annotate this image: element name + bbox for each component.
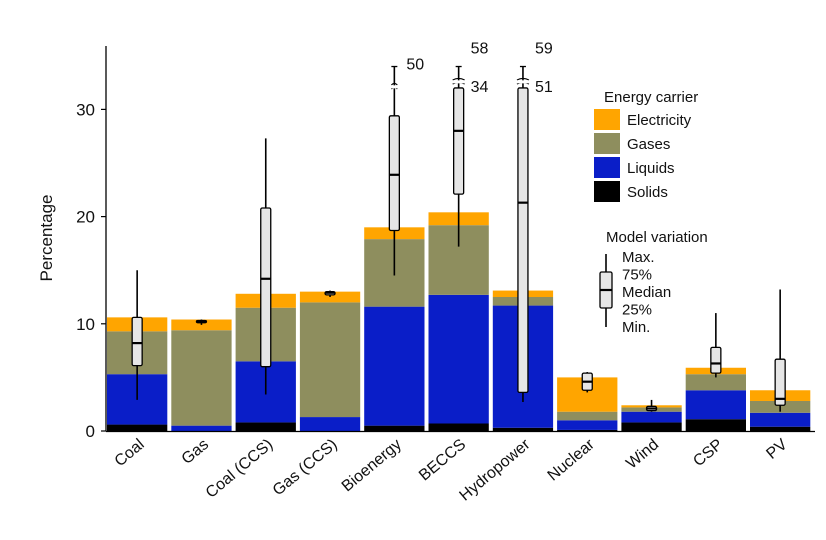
bar-segment-liquids	[621, 411, 682, 423]
box-legend-title: Model variation	[606, 229, 708, 246]
axis-break-gap	[515, 80, 530, 84]
bar-segment-solids	[428, 423, 489, 431]
x-tick-label: Gas	[179, 436, 212, 468]
legend-swatch-electricity	[594, 109, 620, 130]
x-tick-label: Coal (CCS)	[203, 436, 277, 502]
bar-segment-gases	[557, 411, 618, 421]
bar-segment-liquids	[364, 306, 425, 426]
iqr-box	[388, 115, 401, 232]
bar-segment-gases	[685, 374, 746, 391]
x-tick-label: Coal	[112, 436, 148, 470]
axes: Percentage	[37, 46, 107, 431]
box-legend-label: Median	[622, 284, 671, 301]
bar-segment-liquids	[750, 412, 811, 427]
bar-segment-liquids	[171, 425, 232, 431]
max-value-label: 59	[535, 41, 553, 58]
legend: Energy carrier Electricity Gases Liquids So…	[594, 89, 698, 202]
iqr-box	[131, 316, 143, 367]
bar-segment-solids	[685, 419, 746, 431]
box-legend-label: 75%	[622, 267, 652, 284]
x-tick-label: PV	[763, 436, 791, 463]
legend-label-solids: Solids	[627, 184, 668, 201]
y-tick-label: 30	[76, 100, 95, 119]
bar-segment-gases	[171, 330, 232, 426]
x-tick-label: Nuclear	[545, 436, 599, 485]
axis-break-gap	[451, 80, 466, 84]
bar-segment-solids	[621, 422, 682, 431]
x-tick-label: Gas (CCS)	[270, 436, 341, 499]
x-tick-label: Wind	[623, 436, 662, 472]
bar-segment-solids	[235, 422, 296, 431]
bar-segment-solids	[750, 426, 811, 431]
legend-swatch-gases	[594, 133, 620, 154]
legend-label-electricity: Electricity	[627, 112, 692, 129]
x-tick-label: Hydropower	[457, 436, 535, 505]
legend-swatch-liquids	[594, 157, 620, 178]
x-tick-label: CSP	[690, 436, 726, 470]
box-legend-glyph	[599, 254, 613, 327]
legend-label-liquids: Liquids	[627, 160, 675, 177]
max-value-label: 58	[471, 41, 489, 58]
q75-value-label: 34	[471, 79, 489, 96]
bar-segment-liquids	[299, 417, 361, 431]
bar-segment-solids	[557, 429, 618, 431]
y-tick-label: 10	[76, 315, 95, 334]
y-tick-label: 20	[76, 208, 95, 227]
bars	[106, 212, 815, 433]
axis-break-gap	[390, 85, 399, 89]
q75-value-label: 51	[535, 79, 553, 96]
iqr-box	[260, 207, 272, 368]
box-legend-label: Max.	[622, 249, 655, 266]
bar-segment-solids	[492, 427, 554, 431]
x-tick-label: BECCS	[416, 436, 469, 484]
bar-segment-liquids	[428, 294, 489, 424]
y-tick-label: 0	[86, 422, 95, 441]
bar-segment-solids	[107, 424, 168, 431]
y-axis-label: Percentage	[37, 195, 56, 282]
box-plots: 50 58 34 59 51	[131, 41, 786, 412]
iqr-box	[517, 87, 529, 394]
bar-segment-solids	[364, 425, 425, 431]
iqr-box	[774, 358, 786, 406]
bar-segment-liquids	[557, 420, 618, 430]
y-ticks: 0 10 20 30	[76, 100, 106, 441]
iqr-box	[710, 346, 722, 374]
legend-swatch-solids	[594, 181, 620, 202]
bar-segment-liquids	[685, 390, 746, 420]
x-tick-label: Bioenergy	[339, 436, 405, 495]
max-value-label: 50	[406, 57, 424, 74]
legend-label-gases: Gases	[627, 136, 670, 153]
legend-items: Electricity Gases Liquids Solids	[594, 109, 692, 202]
legend-title: Energy carrier	[604, 89, 698, 106]
iqr-box	[452, 87, 465, 195]
bar-segment-gases	[299, 302, 361, 418]
box-legend-label: 25%	[622, 302, 652, 319]
box-legend-label: Min.	[622, 319, 650, 336]
